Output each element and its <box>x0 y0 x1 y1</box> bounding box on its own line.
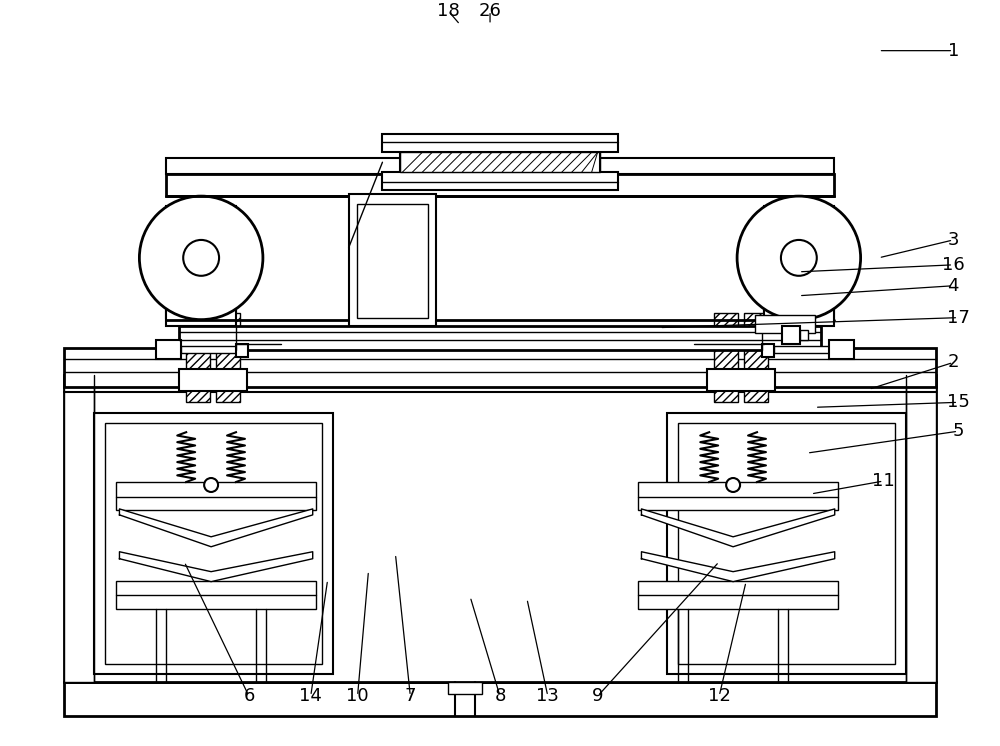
Circle shape <box>726 478 740 492</box>
Polygon shape <box>641 509 835 547</box>
Bar <box>349 194 436 325</box>
Bar <box>186 313 210 402</box>
Bar <box>764 286 834 325</box>
Bar <box>448 683 482 695</box>
Bar <box>762 344 774 357</box>
Bar <box>382 172 618 190</box>
Bar <box>829 339 854 360</box>
Text: 26: 26 <box>479 1 501 20</box>
Bar <box>216 313 240 402</box>
Text: 16: 16 <box>942 256 965 274</box>
Bar <box>638 580 838 609</box>
Text: 3: 3 <box>948 231 959 249</box>
Text: 9: 9 <box>592 687 603 705</box>
Circle shape <box>737 196 861 319</box>
Text: 5: 5 <box>952 422 964 440</box>
Circle shape <box>781 240 817 276</box>
Bar <box>755 315 815 333</box>
Bar <box>166 286 236 325</box>
Bar <box>782 325 800 344</box>
Bar <box>64 683 936 716</box>
Text: 4: 4 <box>948 277 959 295</box>
Text: 13: 13 <box>536 687 559 705</box>
Bar <box>116 482 316 510</box>
Text: 14: 14 <box>299 687 322 705</box>
Bar <box>678 423 895 664</box>
Bar <box>764 206 834 318</box>
Circle shape <box>204 478 218 492</box>
Bar <box>166 158 834 174</box>
Bar <box>64 375 936 683</box>
Text: 11: 11 <box>872 472 895 490</box>
Text: 18: 18 <box>437 1 460 20</box>
Text: 2: 2 <box>948 354 959 372</box>
Bar <box>156 339 181 360</box>
Bar <box>774 345 829 354</box>
Bar <box>181 345 236 354</box>
Bar <box>64 375 94 683</box>
Bar <box>667 413 906 674</box>
Bar <box>906 375 936 683</box>
Bar <box>382 134 618 152</box>
Bar <box>800 330 808 339</box>
Bar <box>105 423 322 664</box>
Bar <box>179 325 821 350</box>
Polygon shape <box>119 509 313 547</box>
Text: 6: 6 <box>243 687 255 705</box>
Bar <box>744 313 768 402</box>
Bar <box>94 413 333 674</box>
Text: 15: 15 <box>947 393 970 411</box>
Text: 7: 7 <box>405 687 416 705</box>
Bar <box>166 206 236 318</box>
Text: 17: 17 <box>947 309 970 327</box>
Circle shape <box>183 240 219 276</box>
Text: 8: 8 <box>494 687 506 705</box>
Text: 12: 12 <box>708 687 731 705</box>
Bar <box>64 348 936 387</box>
Bar <box>400 152 600 172</box>
Bar <box>714 313 738 402</box>
Bar <box>236 344 248 357</box>
Bar <box>638 482 838 510</box>
Bar <box>179 369 247 392</box>
Bar <box>357 204 428 318</box>
Polygon shape <box>641 552 835 582</box>
Bar <box>166 174 834 196</box>
Text: 10: 10 <box>346 687 369 705</box>
Text: 1: 1 <box>948 42 959 60</box>
Bar <box>707 369 775 392</box>
Bar <box>116 580 316 609</box>
Circle shape <box>139 196 263 319</box>
Polygon shape <box>119 552 313 582</box>
